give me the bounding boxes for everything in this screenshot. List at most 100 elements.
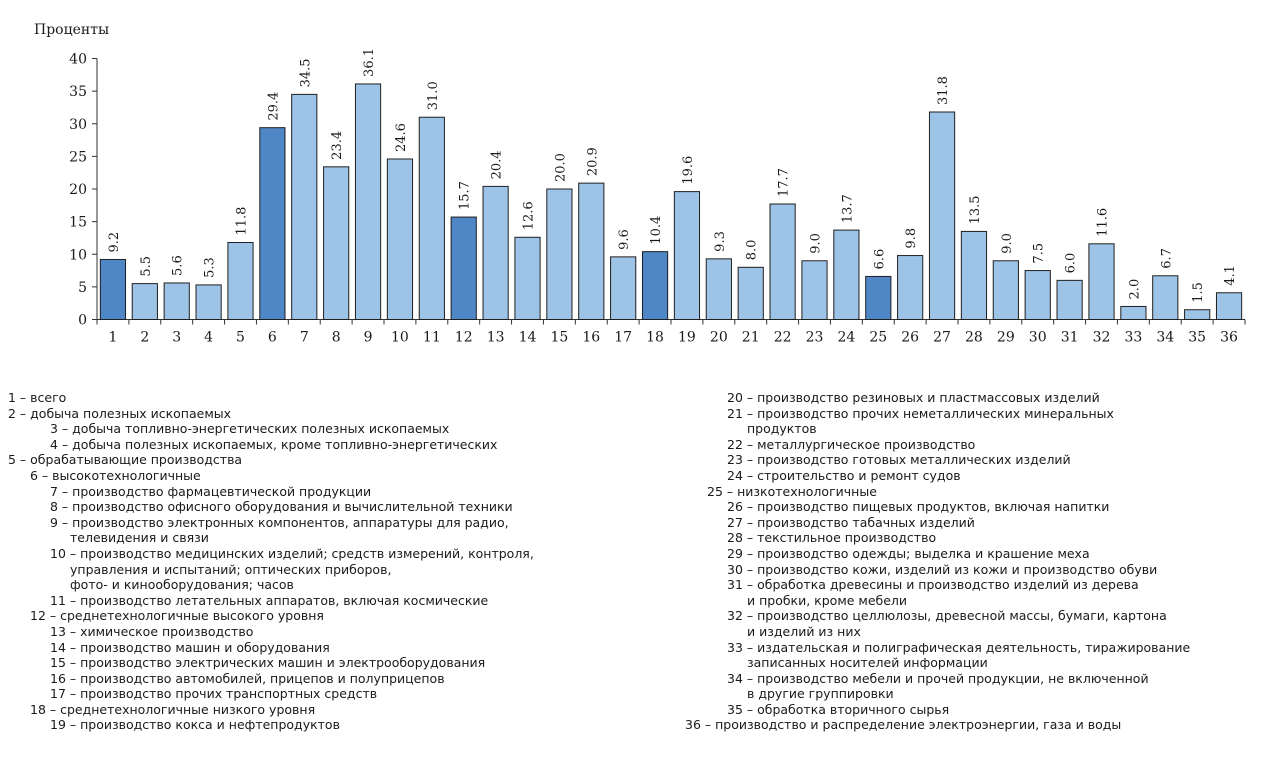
legend-item: в другие группировки bbox=[685, 686, 1265, 702]
y-tick-label: 5 bbox=[78, 280, 87, 296]
legend-item: 22 – металлургическое производство bbox=[685, 437, 1265, 453]
bar-34 bbox=[1153, 276, 1178, 320]
x-tick-label: 7 bbox=[300, 330, 309, 346]
bar-14 bbox=[515, 237, 540, 319]
bar-33 bbox=[1121, 306, 1146, 319]
bar-22 bbox=[770, 204, 795, 319]
bar-15 bbox=[547, 189, 572, 320]
legend-item: и пробки, кроме мебели bbox=[685, 593, 1265, 609]
legend-item: 25 – низкотехнологичные bbox=[685, 484, 1265, 500]
y-tick-label: 25 bbox=[69, 149, 87, 165]
x-tick-label: 14 bbox=[519, 330, 537, 346]
legend-item: телевидения и связи bbox=[8, 530, 628, 546]
data-label: 11.6 bbox=[1096, 208, 1111, 237]
legend-item: записанных носителей информации bbox=[685, 655, 1265, 671]
legend-item: 15 – производство электрических машин и … bbox=[8, 655, 628, 671]
bar-35 bbox=[1185, 310, 1210, 320]
legend-item: 32 – производство целлюлозы, древесной м… bbox=[685, 608, 1265, 624]
data-label: 10.4 bbox=[649, 216, 664, 245]
legend-item: 9 – производство электронных компонентов… bbox=[8, 515, 628, 531]
data-label: 9.0 bbox=[1000, 233, 1015, 254]
x-tick-label: 16 bbox=[582, 330, 600, 346]
legend-left-column: 1 – всего 2 – добыча полезных ископаемых 3… bbox=[8, 390, 628, 733]
x-tick-label: 10 bbox=[391, 330, 409, 346]
x-tick-label: 3 bbox=[172, 330, 181, 346]
x-tick-label: 25 bbox=[869, 330, 887, 346]
x-tick-label: 13 bbox=[487, 330, 505, 346]
data-label: 29.4 bbox=[266, 92, 281, 121]
legend-item: 20 – производство резиновых и пластмассо… bbox=[685, 390, 1265, 406]
x-tick-label: 32 bbox=[1093, 330, 1111, 346]
data-label: 23.4 bbox=[330, 131, 345, 160]
legend-item: 6 – высокотехнологичные bbox=[8, 468, 628, 484]
data-label: 6.7 bbox=[1159, 248, 1174, 269]
legend-item: 12 – среднетехнологичные высокого уровня bbox=[8, 608, 628, 624]
bar-chart: 0 5 10 15 20 25 30 35 40 1 9.2 2 5.5 3 5.6 4 5.3 5 11.8 6 29… bbox=[0, 0, 1271, 380]
bar-6 bbox=[260, 128, 285, 320]
x-tick-label: 17 bbox=[614, 330, 632, 346]
x-tick-label: 19 bbox=[678, 330, 696, 346]
bar-20 bbox=[706, 259, 731, 320]
x-tick-label: 11 bbox=[423, 330, 441, 346]
x-tick-label: 4 bbox=[204, 330, 213, 346]
data-label: 24.6 bbox=[394, 123, 409, 152]
data-label: 34.5 bbox=[298, 58, 313, 87]
data-label: 20.9 bbox=[585, 147, 600, 176]
data-label: 11.8 bbox=[235, 207, 250, 236]
bar-4 bbox=[196, 285, 221, 320]
data-label: 1.5 bbox=[1191, 282, 1206, 303]
data-label: 13.5 bbox=[968, 195, 983, 224]
legend-item: 23 – производство готовых металлических … bbox=[685, 452, 1265, 468]
bar-26 bbox=[898, 256, 923, 320]
legend-item: 17 – производство прочих транспортных ср… bbox=[8, 686, 628, 702]
legend-item: 7 – производство фармацевтической продук… bbox=[8, 484, 628, 500]
bar-17 bbox=[611, 257, 636, 320]
legend-item: 33 – издательская и полиграфическая деят… bbox=[685, 640, 1265, 656]
legend-item: 11 – производство летательных аппаратов,… bbox=[8, 593, 628, 609]
x-tick-label: 12 bbox=[455, 330, 473, 346]
bar-24 bbox=[834, 230, 859, 319]
y-tick-label: 15 bbox=[69, 215, 87, 231]
bar-12 bbox=[451, 217, 476, 319]
bar-3 bbox=[164, 283, 189, 320]
legend-item: 16 – производство автомобилей, прицепов … bbox=[8, 671, 628, 687]
legend-item: 24 – строительство и ремонт судов bbox=[685, 468, 1265, 484]
bar-21 bbox=[738, 267, 763, 319]
x-tick-label: 31 bbox=[1061, 330, 1079, 346]
x-tick-label: 29 bbox=[997, 330, 1015, 346]
x-tick-label: 8 bbox=[332, 330, 341, 346]
legend-item: 5 – обрабатывающие производства bbox=[8, 452, 628, 468]
bar-32 bbox=[1089, 244, 1114, 320]
bar-36 bbox=[1216, 293, 1241, 320]
bar-30 bbox=[1025, 271, 1050, 320]
legend-item: 14 – производство машин и оборудования bbox=[8, 640, 628, 656]
x-tick-label: 30 bbox=[1029, 330, 1047, 346]
x-tick-label: 1 bbox=[108, 330, 117, 346]
x-tick-label: 36 bbox=[1220, 330, 1238, 346]
data-label: 6.6 bbox=[872, 249, 887, 270]
bar-13 bbox=[483, 186, 508, 319]
data-label: 31.8 bbox=[936, 76, 951, 105]
x-tick-label: 24 bbox=[837, 330, 855, 346]
data-label: 9.6 bbox=[617, 229, 632, 250]
bar-7 bbox=[292, 94, 317, 319]
x-tick-label: 27 bbox=[933, 330, 951, 346]
legend-item: 13 – химическое производство bbox=[8, 624, 628, 640]
legend-item: 4 – добыча полезных ископаемых, кроме то… bbox=[8, 437, 628, 453]
data-label: 9.3 bbox=[713, 231, 728, 252]
legend-item: фото- и кинооборудования; часов bbox=[8, 577, 628, 593]
legend-item: 8 – производство офисного оборудования и… bbox=[8, 499, 628, 515]
y-tick-label: 10 bbox=[69, 247, 87, 263]
legend-item: 34 – производство мебели и прочей продук… bbox=[685, 671, 1265, 687]
x-tick-label: 34 bbox=[1156, 330, 1174, 346]
legend-item: 10 – производство медицинских изделий; с… bbox=[8, 546, 628, 562]
data-label: 20.0 bbox=[553, 153, 568, 182]
legend-item: продуктов bbox=[685, 421, 1265, 437]
y-tick-label: 0 bbox=[78, 313, 87, 329]
bar-29 bbox=[993, 261, 1018, 320]
x-tick-label: 15 bbox=[550, 330, 568, 346]
legend-right-column: 20 – производство резиновых и пластмассо… bbox=[685, 390, 1265, 733]
x-tick-label: 26 bbox=[901, 330, 919, 346]
legend-item: 35 – обработка вторичного сырья bbox=[685, 702, 1265, 718]
data-label: 9.0 bbox=[809, 233, 824, 254]
